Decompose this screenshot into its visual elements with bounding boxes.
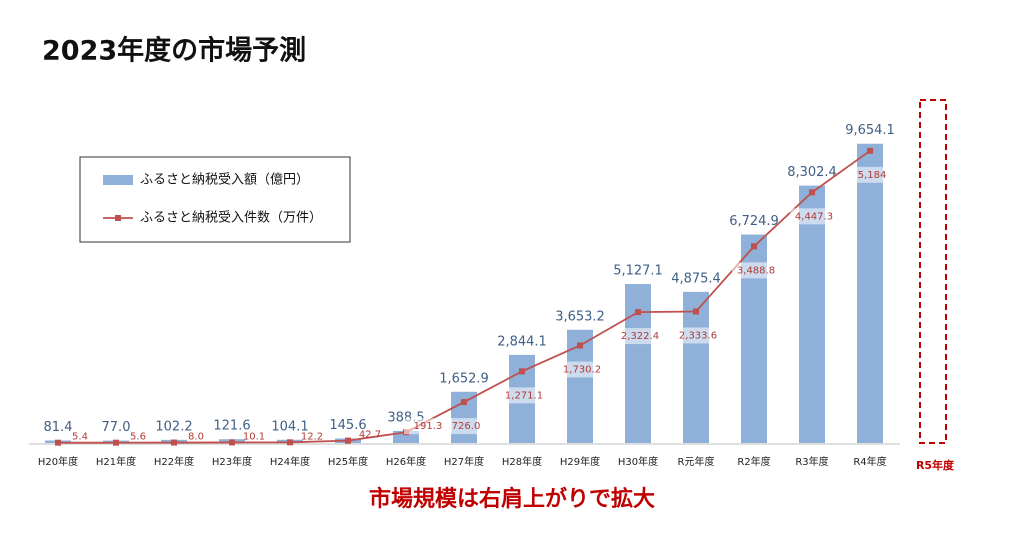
line-marker (519, 368, 525, 375)
x-tick-label: H30年度 (618, 455, 658, 468)
bar-value-label: 5,127.1 (613, 264, 663, 279)
bar-value-label: 77.0 (102, 420, 131, 435)
line-value-label: 8.0 (188, 432, 204, 443)
forecast-label: R5年度 (916, 458, 955, 472)
line-marker (577, 342, 583, 349)
bar-value-label: 6,724.9 (729, 214, 779, 229)
line-marker (345, 437, 351, 444)
line-marker (751, 243, 757, 250)
line-marker (693, 308, 699, 315)
x-tick-label: R2年度 (737, 455, 770, 468)
bar (625, 284, 651, 443)
x-tick-label: H20年度 (38, 455, 78, 468)
legend-label: ふるさと納税受入額（億円） (140, 172, 309, 188)
bar-value-label: 81.4 (44, 420, 73, 435)
line-marker (287, 439, 293, 446)
line-marker (171, 439, 177, 446)
line-marker (55, 439, 61, 446)
bar-value-label: 121.6 (213, 419, 250, 434)
legend-label: ふるさと納税受入件数（万件） (140, 211, 322, 226)
x-tick-label: H28年度 (502, 455, 542, 468)
line-value-label: 2,333.6 (679, 330, 717, 341)
x-tick-label: R元年度 (678, 455, 715, 468)
legend-swatch (103, 175, 133, 185)
bar-value-label: 104.1 (271, 419, 308, 434)
label-bg (732, 262, 780, 279)
bar-value-label: 8,302.4 (787, 165, 837, 180)
line-marker (867, 147, 873, 154)
line-value-label: 1,271.1 (505, 390, 543, 401)
line-value-label: 42.7 (359, 430, 381, 441)
forecast-box (919, 99, 947, 444)
x-tick-label: H22年度 (154, 455, 194, 468)
line-value-label: 1,730.2 (563, 364, 601, 375)
line-value-label: 5,184 (858, 170, 887, 181)
x-tick-label: H24年度 (270, 455, 310, 468)
x-tick-label: H25年度 (328, 455, 368, 468)
bar-value-label: 4,875.4 (671, 271, 721, 286)
line-marker (229, 439, 235, 446)
line-marker (113, 439, 119, 446)
x-tick-label: H23年度 (212, 455, 252, 468)
line-value-label: 4,447.3 (795, 211, 833, 222)
label-bg (442, 418, 490, 435)
label-bg (558, 361, 606, 378)
label-bg (404, 418, 452, 435)
line-marker (635, 309, 641, 316)
x-tick-label: R3年度 (795, 455, 828, 468)
line-value-label: 3,488.8 (737, 265, 775, 276)
x-tick-label: H27年度 (444, 455, 484, 468)
chart-title: 2023年度の市場予測 (42, 35, 306, 67)
line-value-label: 2,322.4 (621, 331, 659, 342)
line-value-label: 191.3 (414, 421, 443, 432)
line-value-label: 726.0 (452, 421, 481, 432)
label-bg (616, 328, 664, 345)
x-tick-label: H26年度 (386, 455, 426, 468)
legend-swatch (115, 215, 121, 221)
line-value-label: 5.4 (72, 432, 88, 443)
annotation: 市場規模は右肩上がりで拡大 (369, 486, 655, 512)
bar-value-label: 3,653.2 (555, 309, 605, 324)
line-value-label: 5.6 (130, 432, 146, 443)
line-marker (461, 399, 467, 406)
bar-value-label: 145.6 (329, 418, 366, 433)
bar (857, 143, 883, 443)
label-bg (848, 166, 896, 183)
line-value-label: 12.2 (301, 431, 323, 442)
bar (683, 291, 709, 443)
x-tick-label: H21年度 (96, 455, 136, 468)
bar-value-label: 2,844.1 (497, 334, 547, 349)
x-tick-label: H29年度 (560, 455, 600, 468)
bar (799, 185, 825, 443)
bar-value-label: 1,652.9 (439, 371, 489, 386)
label-bg (790, 208, 838, 225)
label-bg (674, 327, 722, 344)
line-value-label: 10.1 (243, 431, 265, 442)
x-tick-label: R4年度 (853, 455, 886, 468)
bar-value-label: 102.2 (155, 419, 192, 434)
bar-value-label: 9,654.1 (845, 123, 895, 138)
legend (79, 156, 351, 243)
line-marker (809, 189, 815, 196)
label-bg (500, 387, 548, 404)
